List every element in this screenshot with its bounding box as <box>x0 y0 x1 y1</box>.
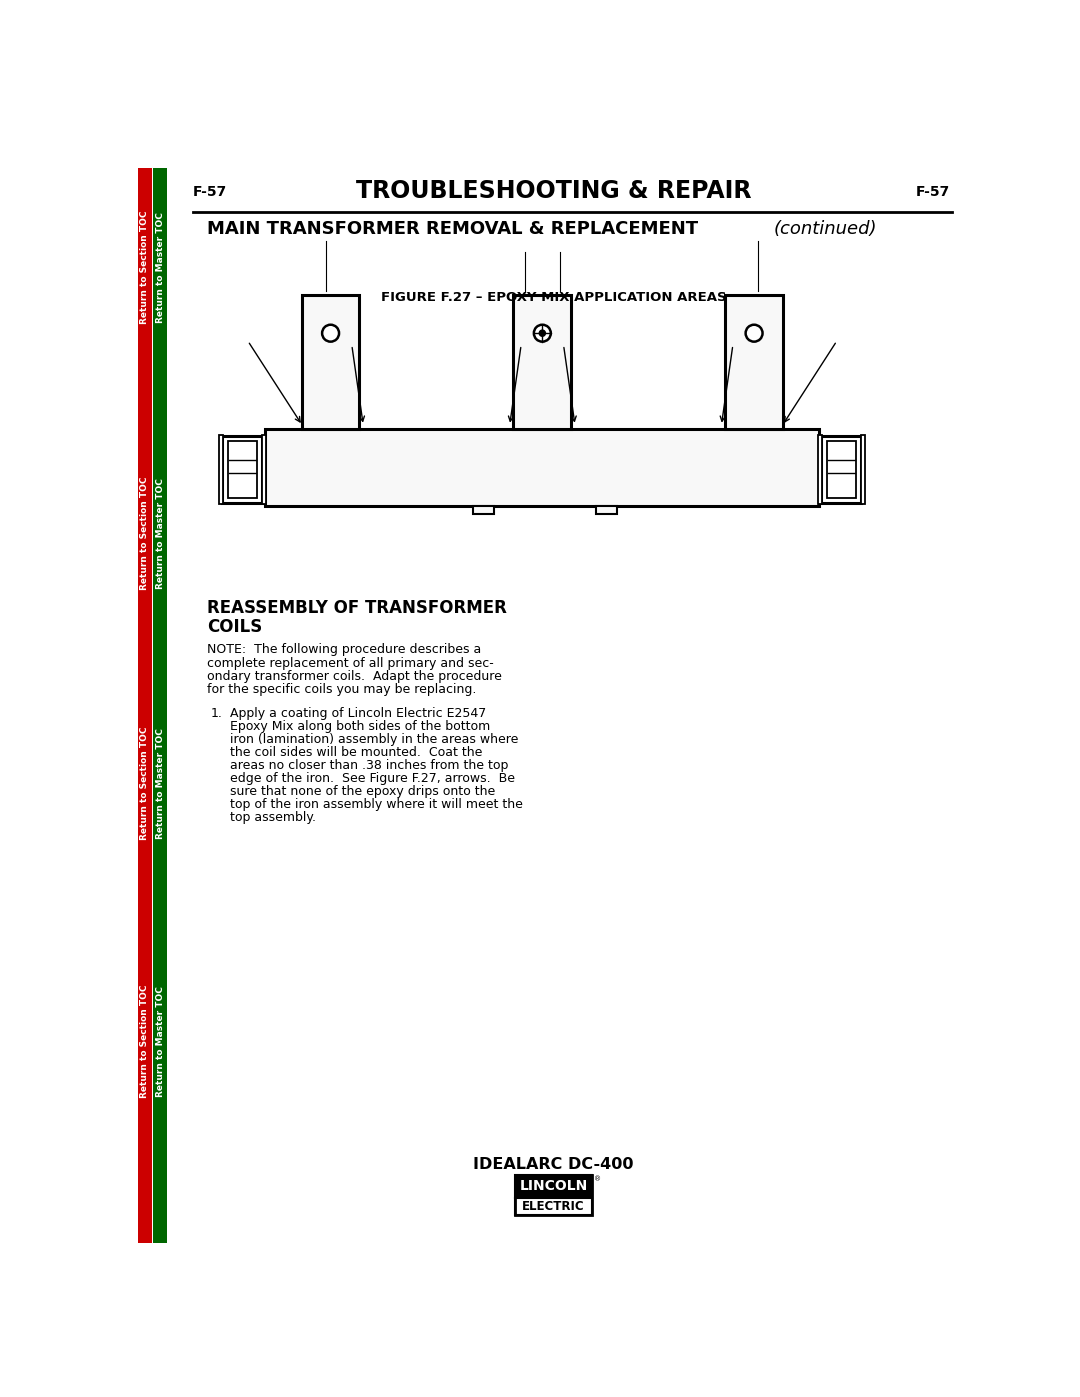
Text: Return to Master TOC: Return to Master TOC <box>156 986 164 1097</box>
Text: LINCOLN: LINCOLN <box>519 1179 588 1193</box>
Text: NOTE:  The following procedure describes a: NOTE: The following procedure describes … <box>207 644 482 657</box>
Bar <box>822 436 862 503</box>
Text: sure that none of the epoxy drips onto the: sure that none of the epoxy drips onto t… <box>230 785 496 798</box>
Text: iron (lamination) assembly in the areas where: iron (lamination) assembly in the areas … <box>230 733 518 746</box>
Text: areas no closer than .38 inches from the top: areas no closer than .38 inches from the… <box>230 759 509 773</box>
Bar <box>515 1197 592 1215</box>
Bar <box>228 441 257 497</box>
Text: Return to Master TOC: Return to Master TOC <box>156 728 164 840</box>
Text: (continued): (continued) <box>773 219 877 237</box>
Text: F-57: F-57 <box>916 184 949 198</box>
Text: Epoxy Mix along both sides of the bottom: Epoxy Mix along both sides of the bottom <box>230 719 490 733</box>
Bar <box>515 1175 592 1215</box>
Text: ELECTRIC: ELECTRIC <box>523 1200 584 1213</box>
Circle shape <box>539 330 545 337</box>
Text: REASSEMBLY OF TRANSFORMER: REASSEMBLY OF TRANSFORMER <box>207 599 507 617</box>
Bar <box>218 434 224 504</box>
Text: Return to Section TOC: Return to Section TOC <box>140 726 149 841</box>
Bar <box>818 434 822 504</box>
Text: the coil sides will be mounted.  Coat the: the coil sides will be mounted. Coat the <box>230 746 483 759</box>
Text: Return to Master TOC: Return to Master TOC <box>156 478 164 588</box>
Text: ®: ® <box>594 1176 600 1182</box>
Bar <box>596 507 618 514</box>
Bar <box>725 295 783 429</box>
Text: for the specific coils you may be replacing.: for the specific coils you may be replac… <box>207 683 476 696</box>
Bar <box>261 434 267 504</box>
Text: Return to Section TOC: Return to Section TOC <box>140 211 149 324</box>
Bar <box>265 429 819 507</box>
Text: FIGURE F.27 – EPOXY MIX APPLICATION AREAS: FIGURE F.27 – EPOXY MIX APPLICATION AREA… <box>380 291 727 303</box>
Bar <box>473 507 495 514</box>
Bar <box>861 434 865 504</box>
Bar <box>301 295 360 429</box>
Circle shape <box>745 324 762 342</box>
Bar <box>222 436 262 503</box>
Bar <box>153 168 167 1243</box>
Text: IDEALARC DC-400: IDEALARC DC-400 <box>473 1157 634 1172</box>
Text: F-57: F-57 <box>193 184 228 198</box>
Text: Return to Master TOC: Return to Master TOC <box>156 212 164 323</box>
Text: edge of the iron.  See Figure F.27, arrows.  Be: edge of the iron. See Figure F.27, arrow… <box>230 773 515 785</box>
Text: complete replacement of all primary and sec-: complete replacement of all primary and … <box>207 657 494 669</box>
Text: Apply a coating of Lincoln Electric E2547: Apply a coating of Lincoln Electric E254… <box>230 707 486 719</box>
Text: ondary transformer coils.  Adapt the procedure: ondary transformer coils. Adapt the proc… <box>207 669 502 683</box>
Circle shape <box>322 324 339 342</box>
Bar <box>827 441 856 497</box>
Text: Return to Section TOC: Return to Section TOC <box>140 476 149 590</box>
Bar <box>513 295 571 429</box>
Text: top of the iron assembly where it will meet the: top of the iron assembly where it will m… <box>230 798 523 812</box>
Text: TROUBLESHOOTING & REPAIR: TROUBLESHOOTING & REPAIR <box>355 179 752 203</box>
Text: 1.: 1. <box>211 707 222 719</box>
Bar <box>138 168 151 1243</box>
Circle shape <box>534 324 551 342</box>
Text: top assembly.: top assembly. <box>230 812 316 824</box>
Text: COILS: COILS <box>207 617 262 636</box>
Text: Return to Section TOC: Return to Section TOC <box>140 985 149 1098</box>
Text: MAIN TRANSFORMER REMOVAL & REPLACEMENT: MAIN TRANSFORMER REMOVAL & REPLACEMENT <box>207 219 698 237</box>
Bar <box>515 1175 592 1197</box>
